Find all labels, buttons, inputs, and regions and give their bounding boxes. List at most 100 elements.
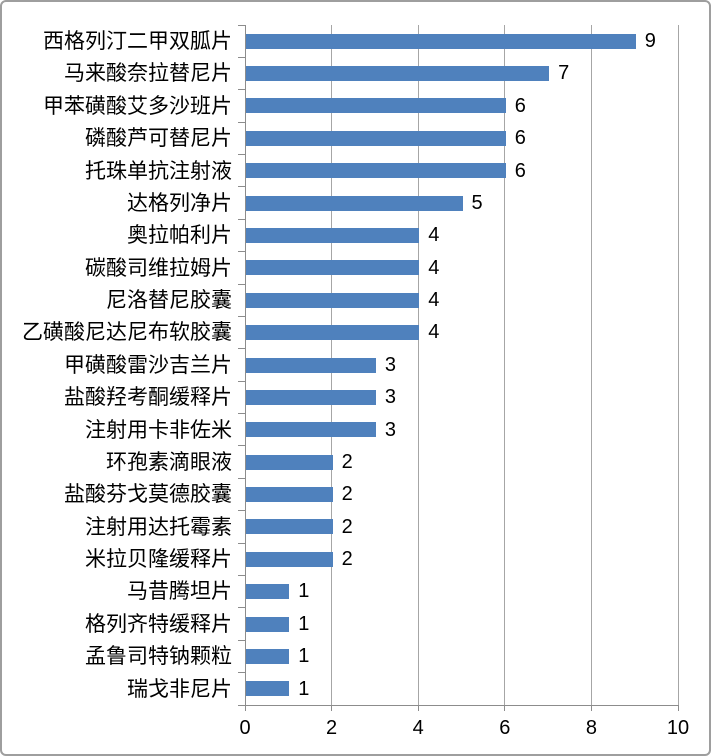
y-axis-tick (238, 574, 245, 576)
category-label: 格列齐特缓释片 (85, 611, 232, 636)
y-axis-tick (238, 672, 245, 674)
category-label: 马昔腾坦片 (127, 579, 232, 604)
category-label: 乙磺酸尼达尼布软胶囊 (22, 320, 232, 345)
category-label: 注射用卡非佐米 (85, 417, 232, 442)
y-axis-tick (238, 348, 245, 350)
bar (246, 357, 376, 373)
data-label: 6 (514, 127, 526, 150)
bar (246, 616, 290, 632)
bar (246, 325, 420, 341)
y-axis-tick (238, 510, 245, 512)
category-axis-labels: 西格列汀二甲双胍片马来酸奈拉替尼片甲苯磺酸艾多沙班片磷酸芦可替尼片 托珠单抗注射液… (2, 25, 232, 705)
bar (246, 33, 636, 49)
y-axis-tick (238, 283, 245, 285)
x-axis-tick-labels: 0 2 4 6 8 10 (239, 715, 689, 743)
bar (246, 681, 290, 697)
data-label: 3 (384, 386, 397, 409)
data-label: 3 (384, 353, 397, 376)
x-axis-tick (504, 705, 506, 711)
data-label: 2 (341, 515, 353, 538)
y-axis-tick (238, 477, 245, 479)
bar (246, 260, 420, 276)
category-label: 孟鲁司特钠颗粒 (85, 644, 232, 669)
data-label: 7 (558, 62, 570, 85)
x-axis-tick (677, 705, 679, 711)
bar (246, 66, 550, 82)
y-axis-tick (238, 607, 245, 609)
data-label: 2 (341, 483, 353, 506)
y-axis-tick (238, 639, 245, 641)
category-label: 盐酸羟考酮缓释片 (64, 385, 232, 410)
x-axis-line (245, 705, 679, 706)
category-label: 甲苯磺酸艾多沙班片 (43, 93, 232, 118)
y-axis-tick (238, 380, 245, 382)
bar (246, 130, 506, 146)
y-axis-tick (238, 186, 245, 188)
y-axis-tick (238, 251, 245, 253)
bar (246, 389, 376, 405)
category-label: 注射用达托霉素 (85, 514, 232, 539)
bar (246, 422, 376, 438)
x-tick-label: 6 (499, 717, 511, 739)
x-axis-tick (244, 705, 246, 711)
y-axis-line (245, 25, 246, 705)
x-axis-tick (590, 705, 592, 711)
x-tick-label: 0 (239, 717, 251, 739)
category-label: 米拉贝隆缓释片 (85, 547, 232, 572)
gridline-4 (417, 25, 419, 705)
data-label: 1 (298, 612, 310, 635)
category-label: 环孢素滴眼液 (106, 449, 232, 474)
gridline-8 (590, 25, 592, 705)
y-axis-tick (238, 89, 245, 91)
bar (246, 98, 506, 114)
category-label: 瑞戈非尼片 (127, 676, 232, 701)
gridline-10 (677, 25, 679, 705)
plot-area: 9 7 6 6 6 5 4 4 4 4 3 3 3 2 2 2 2 1 1 1 1 (238, 24, 679, 711)
data-label: 5 (471, 191, 483, 214)
y-axis-tick (238, 24, 245, 26)
data-label: 3 (384, 418, 397, 441)
data-label: 2 (341, 548, 353, 571)
data-label: 4 (428, 224, 440, 247)
category-label: 托珠单抗注射液 (85, 158, 232, 183)
y-axis-tick (238, 154, 245, 156)
x-tick-label: 4 (412, 717, 424, 739)
y-axis-tick (238, 704, 245, 706)
data-label: 6 (514, 159, 526, 182)
data-label: 6 (514, 94, 526, 117)
bar (246, 519, 333, 535)
x-tick-label: 8 (585, 717, 597, 739)
x-axis-tick (331, 705, 333, 711)
bar (246, 454, 333, 470)
x-tick-label: 2 (326, 717, 338, 739)
category-label: 磷酸芦可替尼片 (85, 126, 232, 151)
category-label: 尼洛替尼胶囊 (106, 288, 232, 313)
x-axis-tick (417, 705, 419, 711)
bar (246, 227, 420, 243)
data-label: 4 (428, 256, 440, 279)
bar (246, 195, 463, 211)
y-axis-tick (238, 413, 245, 415)
data-label: 1 (298, 580, 310, 603)
y-axis-tick (238, 542, 245, 544)
data-label: 1 (298, 645, 310, 668)
data-label: 4 (428, 289, 440, 312)
bar (246, 648, 290, 664)
y-axis-tick (238, 56, 245, 58)
y-axis-tick (238, 445, 245, 447)
x-tick-label: 10 (666, 717, 690, 739)
data-label: 4 (428, 321, 440, 344)
data-label: 1 (298, 677, 310, 700)
category-label: 甲磺酸雷沙吉兰片 (64, 352, 232, 377)
gridline-6 (504, 25, 506, 705)
bar (246, 487, 333, 503)
bar (246, 292, 420, 308)
category-label: 奥拉帕利片 (127, 223, 232, 248)
category-label: 碳酸司维拉姆片 (85, 255, 232, 280)
data-label: 9 (644, 30, 656, 52)
category-label: 马来酸奈拉替尼片 (64, 61, 232, 86)
bar (246, 551, 333, 567)
category-label: 西格列汀二甲双胍片 (43, 29, 232, 53)
bar (246, 163, 506, 179)
